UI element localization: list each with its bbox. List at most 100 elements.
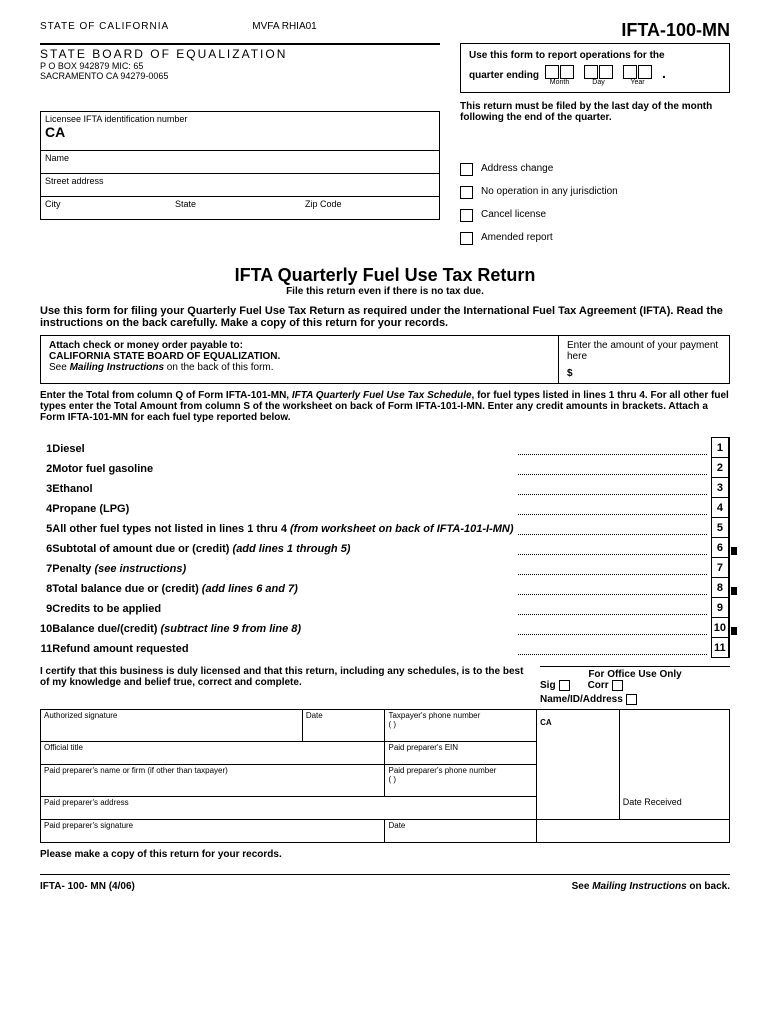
year-box[interactable] <box>623 65 637 79</box>
name-field[interactable]: Name <box>41 151 439 174</box>
payee: CALIFORNIA STATE BOARD OF EQUALIZATION. <box>49 351 550 362</box>
zip-label: Zip Code <box>305 199 435 209</box>
line-label: Refund amount requested <box>52 638 513 658</box>
payment-amount-label: Enter the amount of your payment here <box>567 340 721 362</box>
cancel-license-checkbox[interactable] <box>460 209 473 222</box>
line-box-number: 8 <box>711 578 728 598</box>
quarter-box: Use this form to report operations for t… <box>460 43 730 93</box>
filing-note: This return must be filed by the last da… <box>460 101 730 123</box>
mvfa-code: MVFA RHIA01 <box>252 21 316 32</box>
certify-text: I certify that this business is duly lic… <box>40 666 540 688</box>
signature-table: Authorized signature Date Taxpayer's pho… <box>40 709 730 843</box>
amount-input[interactable] <box>729 638 730 658</box>
line-box-number: 7 <box>711 558 728 578</box>
line-row: 7Penalty (see instructions)7 <box>40 558 730 578</box>
line-label: Propane (LPG) <box>52 498 513 518</box>
line-row: 9Credits to be applied9 <box>40 598 730 618</box>
line-box-number: 11 <box>711 638 728 658</box>
amount-input[interactable] <box>729 458 730 478</box>
header: STATE OF CALIFORNIA MVFA RHIA01 IFTA-100… <box>40 20 730 41</box>
quarter-text1: Use this form to report operations for t… <box>469 50 721 61</box>
street-field[interactable]: Street address <box>41 174 439 197</box>
ca-prefix: CA <box>45 124 435 140</box>
instructions: Use this form for filing your Quarterly … <box>40 305 730 329</box>
no-operation-checkbox[interactable] <box>460 186 473 199</box>
preparer-sig-field[interactable]: Paid preparer's signature <box>41 820 385 843</box>
line-row: 1Diesel1 <box>40 438 730 458</box>
line-box-number: 5 <box>711 518 728 538</box>
line-box-number: 1 <box>711 438 728 458</box>
amended-report-checkbox[interactable] <box>460 232 473 245</box>
checkbox-group: Address change No operation in any juris… <box>460 163 730 245</box>
line-row: 3Ethanol3 <box>40 478 730 498</box>
subtitle: File this return even if there is no tax… <box>40 286 730 297</box>
sig-checkbox[interactable] <box>559 680 570 691</box>
line-row: 5 All other fuel types not listed in line… <box>40 518 730 538</box>
official-title-field[interactable]: Official title <box>41 742 385 765</box>
line-label: Motor fuel gasoline <box>52 458 513 478</box>
amount-input[interactable] <box>729 578 730 598</box>
line-label: Balance due/(credit) (subtract line 9 fr… <box>52 618 513 638</box>
amount-input[interactable] <box>729 478 730 498</box>
amount-input[interactable] <box>729 438 730 458</box>
nameid-checkbox[interactable] <box>626 694 637 705</box>
preparer-addr-field[interactable]: Paid preparer's address <box>41 797 537 820</box>
line-row: 4Propane (LPG)4 <box>40 498 730 518</box>
date-received: Date Received <box>619 710 729 820</box>
preparer-phone-field[interactable]: Paid preparer's phone number ( ) <box>385 765 537 797</box>
line-box-number: 10 <box>711 618 728 638</box>
quarter-text2: quarter ending <box>469 70 539 81</box>
licensee-box: Licensee IFTA identification number CA N… <box>40 111 440 220</box>
line-label: Subtotal of amount due or (credit) (add … <box>52 538 513 558</box>
line-number: 3 <box>40 478 52 498</box>
fuel-lines-table: 1Diesel12Motor fuel gasoline23Ethanol34P… <box>40 437 730 658</box>
phone-field[interactable]: Taxpayer's phone number ( ) <box>385 710 537 742</box>
line-box-number: 6 <box>711 538 728 558</box>
line-number: 8 <box>40 578 52 598</box>
line-row: 8Total balance due or (credit) (add line… <box>40 578 730 598</box>
attach-label: Attach check or money order payable to: <box>49 340 550 351</box>
auth-sig-field[interactable]: Authorized signature <box>41 710 303 742</box>
footer: IFTA- 100- MN (4/06) See Mailing Instruc… <box>40 874 730 892</box>
copy-note: Please make a copy of this return for yo… <box>40 849 730 860</box>
line-label: Ethanol <box>52 478 513 498</box>
month-box[interactable] <box>545 65 559 79</box>
line-label: All other fuel types not listed in lines… <box>52 518 513 538</box>
day-box[interactable] <box>584 65 598 79</box>
line-number: 10 <box>40 618 52 638</box>
line-number: 2 <box>40 458 52 478</box>
payment-box: Attach check or money order payable to: … <box>40 335 730 384</box>
city-state-zip-row[interactable]: City State Zip Code <box>41 197 439 219</box>
line-row: 2Motor fuel gasoline2 <box>40 458 730 478</box>
preparer-name-field[interactable]: Paid preparer's name or firm (if other t… <box>41 765 385 797</box>
preparer-date-field[interactable]: Date <box>385 820 537 843</box>
line-box-number: 9 <box>711 598 728 618</box>
address-change-checkbox[interactable] <box>460 163 473 176</box>
state-label: STATE OF CALIFORNIA <box>40 21 169 32</box>
line-number: 11 <box>40 638 52 658</box>
amount-input[interactable] <box>729 538 730 558</box>
line-number: 1 <box>40 438 52 458</box>
amount-input[interactable] <box>729 498 730 518</box>
po-box: P O BOX 942879 MIC: 65 <box>40 61 440 71</box>
ca-office: CA <box>537 710 620 820</box>
office-use-box: For Office Use Only Sig Corr Name/ID/Add… <box>540 666 730 705</box>
city-label: City <box>45 199 175 209</box>
line-row: 10Balance due/(credit) (subtract line 9 … <box>40 618 730 638</box>
corr-checkbox[interactable] <box>612 680 623 691</box>
line-box-number: 2 <box>711 458 728 478</box>
line-number: 4 <box>40 498 52 518</box>
amount-input[interactable] <box>729 598 730 618</box>
line-label: Credits to be applied <box>52 598 513 618</box>
dollar-sign[interactable]: $ <box>567 368 721 379</box>
ein-field[interactable]: Paid preparer's EIN <box>385 742 537 765</box>
line-box-number: 4 <box>711 498 728 518</box>
amount-input[interactable] <box>729 558 730 578</box>
amount-input[interactable] <box>729 618 730 638</box>
date-field[interactable]: Date <box>302 710 385 742</box>
amount-input[interactable] <box>729 518 730 538</box>
line-number: 7 <box>40 558 52 578</box>
line-label: Penalty (see instructions) <box>52 558 513 578</box>
line-row: 11Refund amount requested11 <box>40 638 730 658</box>
enter-instructions: Enter the Total from column Q of Form IF… <box>40 390 730 423</box>
